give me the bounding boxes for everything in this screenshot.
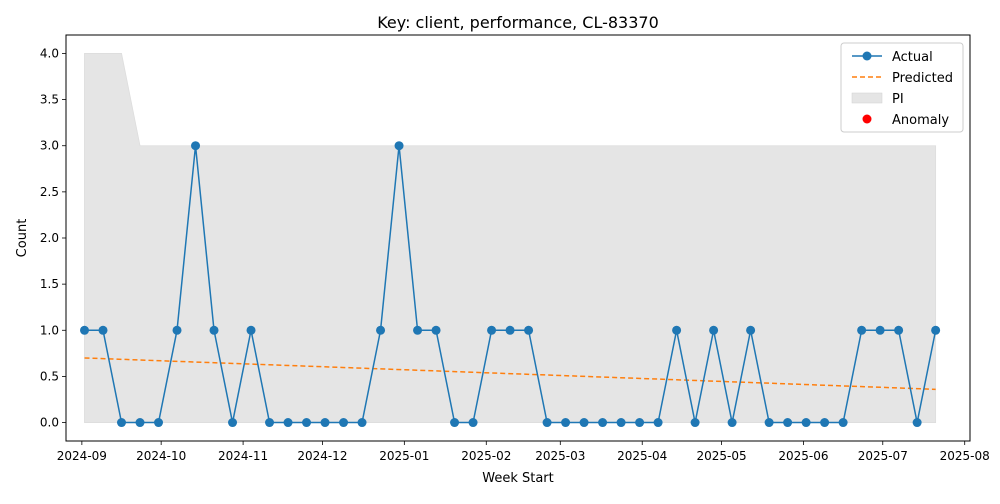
actual-point <box>265 418 275 428</box>
actual-point <box>450 418 460 428</box>
x-tick-label: 2025-05 <box>696 449 746 463</box>
x-tick-label: 2025-07 <box>858 449 908 463</box>
predicted-series <box>84 357 936 391</box>
actual-point <box>135 418 145 428</box>
actual-point <box>635 418 645 428</box>
x-tick-label: 2024-11 <box>218 449 268 463</box>
legend-pi-swatch <box>851 92 883 104</box>
actual-point <box>709 325 719 335</box>
legend-anomaly-label: Anomaly <box>892 113 949 128</box>
actual-point <box>468 418 478 428</box>
y-tick-label: 4.0 <box>40 46 59 60</box>
legend-frame <box>840 42 964 133</box>
actual-point <box>376 325 386 335</box>
actual-point <box>98 325 108 335</box>
actual-point <box>820 418 830 428</box>
x-tick-label: 2025-02 <box>461 449 511 463</box>
x-tick-label: 2025-04 <box>617 449 667 463</box>
actual-point <box>598 418 608 428</box>
x-tick-label: 2024-12 <box>297 449 347 463</box>
actual-point <box>857 325 867 335</box>
y-tick-label: 3.0 <box>40 139 59 153</box>
actual-point <box>117 418 127 428</box>
legend-anomaly-marker <box>862 114 872 124</box>
actual-point <box>154 418 164 428</box>
y-tick-label: 0.5 <box>40 369 59 383</box>
actual-point <box>505 325 515 335</box>
actual-point <box>801 418 811 428</box>
actual-point <box>320 418 330 428</box>
actual-point <box>653 418 663 428</box>
y-tick-label: 0.0 <box>40 416 59 430</box>
prediction-interval-band <box>84 53 937 423</box>
y-tick-label: 1.0 <box>40 323 59 337</box>
actual-point <box>339 418 349 428</box>
actual-point <box>838 418 848 428</box>
actual-point <box>246 325 256 335</box>
predicted-line <box>84 357 936 391</box>
actual-point <box>672 325 682 335</box>
actual-point <box>764 418 774 428</box>
actual-point <box>431 325 441 335</box>
actual-point <box>209 325 219 335</box>
actual-point <box>487 325 497 335</box>
actual-point <box>616 418 626 428</box>
actual-point <box>894 325 904 335</box>
actual-point <box>875 325 885 335</box>
legend-predicted-label: Predicted <box>892 71 953 86</box>
actual-point <box>302 418 312 428</box>
x-axis-ticks: 2024-09 2024-10 2024-11 2024-12 2025-01 2025-… <box>57 441 990 463</box>
actual-point <box>524 325 534 335</box>
actual-point <box>912 418 922 428</box>
actual-point <box>579 418 589 428</box>
actual-point <box>746 325 756 335</box>
y-tick-label: 2.0 <box>40 231 59 245</box>
x-tick-label: 2025-01 <box>379 449 429 463</box>
actual-point <box>783 418 793 428</box>
actual-point <box>191 141 201 151</box>
y-tick-label: 3.5 <box>40 93 59 107</box>
chart-title: Key: client, performance, CL-83370 <box>377 13 659 32</box>
actual-point <box>394 141 404 151</box>
actual-series <box>80 141 941 428</box>
legend-pi-label: PI <box>892 92 904 107</box>
x-tick-label: 2024-09 <box>57 449 107 463</box>
y-tick-label: 1.5 <box>40 277 59 291</box>
actual-point <box>80 325 90 335</box>
x-tick-label: 2025-03 <box>535 449 585 463</box>
actual-point <box>931 325 941 335</box>
x-tick-label: 2024-10 <box>136 449 186 463</box>
actual-point <box>283 418 293 428</box>
actual-point <box>172 325 182 335</box>
x-axis-label: Week Start <box>482 471 554 486</box>
legend-actual-marker <box>862 51 872 61</box>
actual-point <box>413 325 423 335</box>
legend: Actual Predicted PI Anomaly <box>840 42 964 133</box>
pi-band-area <box>84 53 937 423</box>
actual-point <box>542 418 552 428</box>
y-axis-ticks: 0.0 0.5 1.0 1.5 2.0 2.5 3.0 3.5 4.0 <box>40 46 66 430</box>
actual-point <box>228 418 238 428</box>
y-tick-label: 2.5 <box>40 185 59 199</box>
y-axis-label: Count <box>15 219 30 258</box>
actual-point <box>561 418 571 428</box>
x-tick-label: 2025-06 <box>778 449 828 463</box>
x-tick-label: 2025-08 <box>940 449 990 463</box>
actual-point <box>727 418 737 428</box>
actual-point <box>357 418 367 428</box>
actual-point <box>690 418 700 428</box>
legend-actual-label: Actual <box>892 50 933 65</box>
